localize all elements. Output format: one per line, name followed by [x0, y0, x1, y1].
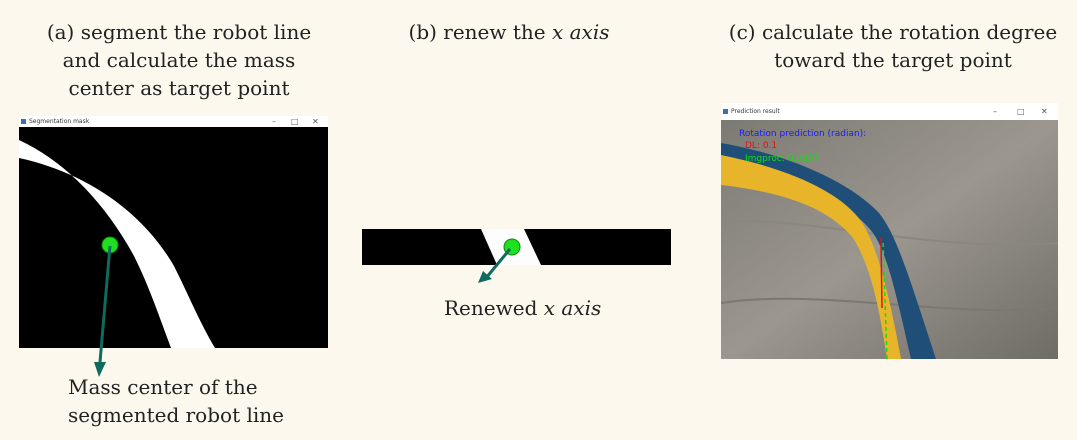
mass-center-arrowhead	[94, 362, 106, 377]
segmentation-window-title: Segmentation mask	[29, 118, 90, 125]
mass-center-arrow-line	[98, 245, 112, 363]
panel-b-caption-prefix: (b) renew the	[408, 20, 552, 44]
overlay-rotation-label: Rotation prediction (radian):	[739, 129, 867, 139]
renewed-axis-arrowhead	[478, 271, 492, 283]
mass-center-annotation-line-1: Mass center of the	[68, 375, 258, 399]
window-app-icon	[723, 109, 728, 114]
panel-c-caption: (c) calculate the rotation degree toward…	[712, 18, 1074, 74]
close-icon[interactable]: ✕	[1041, 107, 1048, 116]
prediction-result-window: Prediction result – □ ✕ Rotation predict…	[721, 103, 1058, 359]
renewed-axis-arrow-line	[484, 248, 512, 279]
prediction-window-titlebar: Prediction result – □ ✕	[721, 103, 1058, 120]
panel-a-caption-line-1: (a) segment the robot line	[46, 20, 312, 44]
minimize-icon[interactable]: –	[993, 107, 997, 116]
robot-line-yellow	[721, 155, 901, 359]
overlay-imgproc-value: Imgproc: 0.0857	[745, 154, 820, 164]
maximize-icon[interactable]: □	[1017, 107, 1025, 116]
overlay-dl-value: DL: 0.1	[745, 141, 778, 151]
renewed-axis-annotation-prefix: Renewed	[444, 296, 544, 320]
mass-center-annotation: Mass center of the segmented robot line	[68, 373, 284, 429]
renewed-axis-annotation-italic: x axis	[543, 296, 602, 320]
segmented-robot-line	[19, 140, 215, 348]
panel-a-caption-line-3: center as target point	[68, 76, 290, 100]
panel-b-caption: (b) renew the x axis	[380, 18, 638, 46]
window-app-icon	[21, 119, 26, 124]
prediction-camera-image	[721, 120, 1058, 359]
segmentation-window-titlebar: Segmentation mask – □ ✕	[19, 116, 328, 127]
panel-c-caption-line-1: (c) calculate the rotation degree	[728, 20, 1058, 44]
panel-a-caption-line-2: and calculate the mass	[62, 48, 296, 72]
maximize-icon[interactable]: □	[291, 117, 299, 126]
prediction-window-title: Prediction result	[731, 108, 780, 115]
close-icon[interactable]: ✕	[312, 117, 319, 126]
minimize-icon[interactable]: –	[272, 117, 276, 126]
floor-grain	[721, 220, 1058, 246]
prediction-red-line	[880, 237, 883, 309]
mass-center-annotation-line-2: segmented robot line	[68, 403, 284, 427]
segmentation-mask-window: Segmentation mask – □ ✕	[19, 116, 328, 348]
prediction-green-line	[882, 240, 888, 359]
segmentation-mask-image	[19, 140, 215, 348]
panel-b-caption-italic: x axis	[551, 20, 610, 44]
renewed-axis-annotation: Renewed x axis	[444, 294, 601, 322]
panel-c-caption-line-2: toward the target point	[774, 48, 1012, 72]
panel-a-caption: (a) segment the robot line and calculate…	[18, 18, 340, 102]
